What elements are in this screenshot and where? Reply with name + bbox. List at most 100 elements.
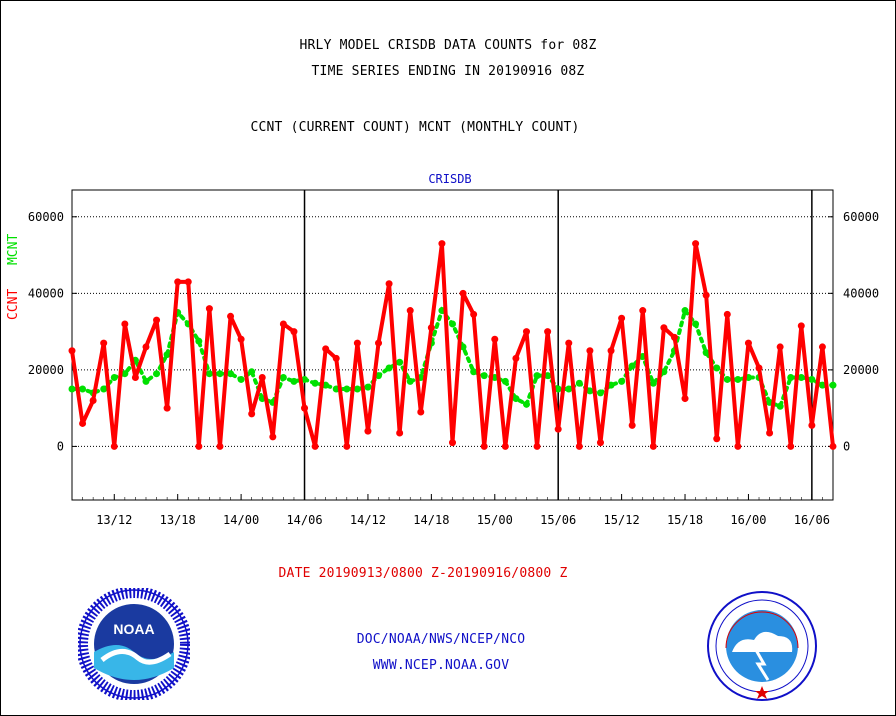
x-tick-label: 15/18 bbox=[667, 513, 703, 527]
point-mcnt bbox=[406, 377, 414, 385]
x-tick-label: 14/06 bbox=[286, 513, 322, 527]
point-mcnt bbox=[692, 320, 700, 328]
point-mcnt bbox=[618, 377, 626, 385]
point-ccnt bbox=[142, 343, 150, 351]
point-ccnt bbox=[279, 320, 287, 328]
y-tick-label-left: 40000 bbox=[28, 286, 64, 300]
axes bbox=[71, 189, 834, 501]
point-ccnt bbox=[829, 442, 837, 450]
point-ccnt bbox=[311, 442, 319, 450]
point-mcnt bbox=[596, 389, 604, 397]
point-ccnt bbox=[787, 442, 795, 450]
point-ccnt bbox=[491, 335, 499, 343]
point-ccnt bbox=[702, 291, 710, 299]
point-mcnt bbox=[153, 370, 161, 378]
point-mcnt bbox=[364, 383, 372, 391]
point-ccnt bbox=[385, 280, 393, 288]
point-mcnt bbox=[237, 375, 245, 383]
point-ccnt bbox=[438, 240, 446, 248]
point-ccnt bbox=[692, 240, 700, 248]
y-tick-label-right: 40000 bbox=[843, 286, 879, 300]
point-ccnt bbox=[797, 322, 805, 330]
point-ccnt bbox=[248, 410, 256, 418]
point-mcnt bbox=[216, 370, 224, 378]
point-ccnt bbox=[184, 278, 192, 286]
point-ccnt bbox=[364, 427, 372, 435]
point-mcnt bbox=[660, 368, 668, 376]
point-mcnt bbox=[480, 372, 488, 380]
point-ccnt bbox=[375, 339, 383, 347]
point-ccnt bbox=[586, 347, 594, 355]
point-mcnt bbox=[575, 379, 583, 387]
point-ccnt bbox=[649, 442, 657, 450]
point-ccnt bbox=[596, 439, 604, 447]
point-mcnt bbox=[205, 370, 213, 378]
point-ccnt bbox=[734, 442, 742, 450]
point-ccnt bbox=[681, 395, 689, 403]
svg-text:NOAA: NOAA bbox=[113, 621, 154, 637]
tick-labels: 13/12 13/18 14/00 14/06 14/12 14/18 15/00 15/06… bbox=[28, 210, 879, 527]
point-ccnt bbox=[89, 396, 97, 404]
chart-subtitle: TIME SERIES ENDING IN 20190916 08Z bbox=[311, 64, 585, 79]
point-ccnt bbox=[512, 354, 520, 362]
point-mcnt bbox=[110, 374, 118, 382]
point-mcnt bbox=[829, 381, 837, 389]
point-mcnt bbox=[311, 379, 319, 387]
point-mcnt bbox=[290, 377, 298, 385]
point-ccnt bbox=[195, 442, 203, 450]
point-mcnt bbox=[734, 375, 742, 383]
point-mcnt bbox=[142, 377, 150, 385]
y-tick-label-left: 20000 bbox=[28, 363, 64, 377]
x-tick-label: 16/06 bbox=[794, 513, 830, 527]
point-ccnt bbox=[332, 354, 340, 362]
point-mcnt bbox=[554, 385, 562, 393]
plot-border bbox=[71, 189, 834, 501]
national-weather-service-logo bbox=[707, 591, 817, 701]
series-legend-text: CCNT (CURRENT COUNT) MCNT (MONTHLY COUNT… bbox=[250, 120, 580, 135]
point-ccnt bbox=[639, 307, 647, 315]
point-ccnt bbox=[544, 328, 552, 336]
point-mcnt bbox=[353, 385, 361, 393]
point-mcnt bbox=[818, 381, 826, 389]
point-mcnt bbox=[512, 395, 520, 403]
point-ccnt bbox=[723, 310, 731, 318]
x-tick-label: 14/12 bbox=[350, 513, 386, 527]
point-ccnt bbox=[660, 324, 668, 332]
point-ccnt bbox=[808, 421, 816, 429]
point-mcnt bbox=[163, 351, 171, 359]
point-mcnt bbox=[385, 364, 393, 372]
point-ccnt bbox=[396, 429, 404, 437]
point-ccnt bbox=[480, 442, 488, 450]
point-ccnt bbox=[227, 312, 235, 320]
point-ccnt bbox=[258, 374, 266, 382]
point-ccnt bbox=[290, 328, 298, 336]
point-ccnt bbox=[417, 408, 425, 416]
point-ccnt bbox=[670, 333, 678, 341]
point-ccnt bbox=[322, 345, 330, 353]
credit-url[interactable]: WWW.NCEP.NOAA.GOV bbox=[372, 658, 510, 673]
point-ccnt bbox=[565, 339, 573, 347]
point-ccnt bbox=[501, 442, 509, 450]
point-ccnt bbox=[237, 335, 245, 343]
point-ccnt bbox=[766, 429, 774, 437]
point-mcnt bbox=[248, 368, 256, 376]
point-ccnt bbox=[269, 433, 277, 441]
credit-org[interactable]: DOC/NOAA/NWS/NCEP/NCO bbox=[356, 632, 526, 647]
point-mcnt bbox=[628, 362, 636, 370]
point-mcnt bbox=[449, 320, 456, 328]
point-ccnt bbox=[575, 442, 583, 450]
x-tick-label: 16/00 bbox=[730, 513, 766, 527]
point-ccnt bbox=[618, 314, 626, 322]
x-tick-label: 14/18 bbox=[413, 513, 449, 527]
point-ccnt bbox=[554, 425, 562, 433]
point-mcnt bbox=[121, 370, 129, 378]
x-tick-label: 15/06 bbox=[540, 513, 576, 527]
point-ccnt bbox=[153, 316, 161, 324]
point-mcnt bbox=[544, 372, 552, 380]
point-mcnt bbox=[195, 337, 203, 345]
point-ccnt bbox=[163, 404, 171, 412]
panel-title: CRISDB bbox=[428, 172, 472, 186]
x-tick-label: 13/18 bbox=[160, 513, 196, 527]
x-tick-label: 14/00 bbox=[223, 513, 259, 527]
